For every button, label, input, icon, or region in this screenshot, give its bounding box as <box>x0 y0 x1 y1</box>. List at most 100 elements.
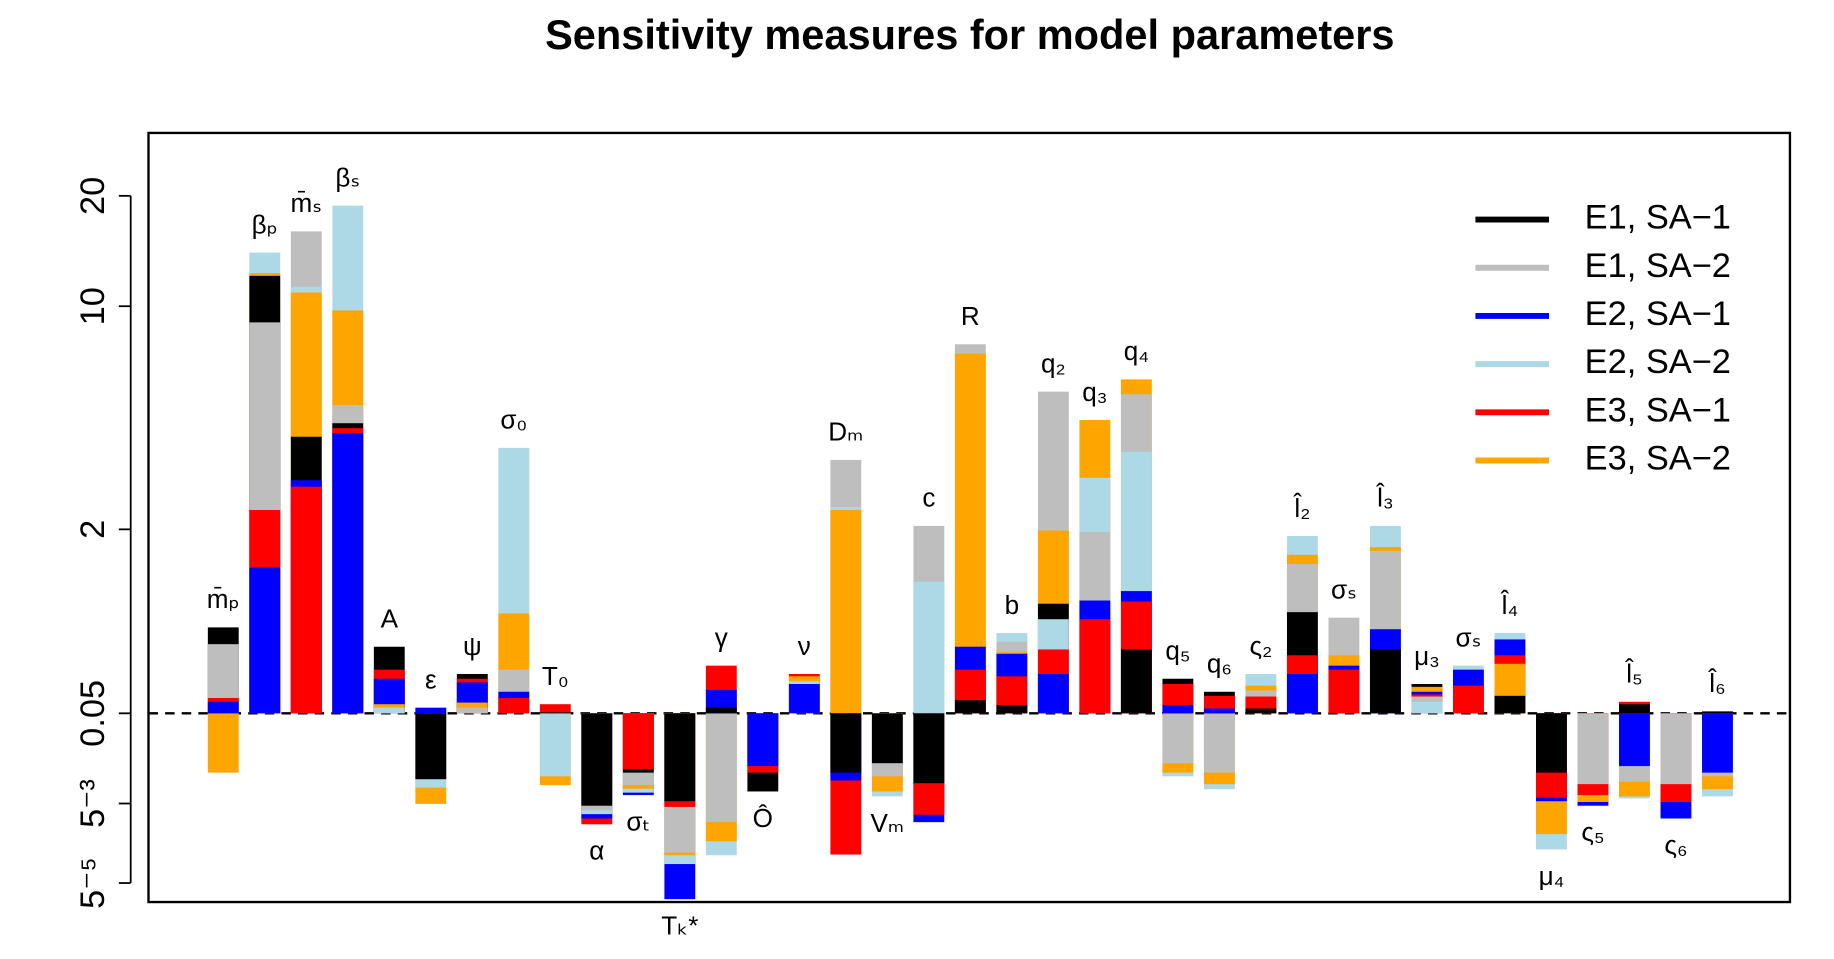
bar-segment <box>1203 713 1235 773</box>
category-label: R <box>961 301 980 331</box>
category-label: μ₃ <box>1414 641 1440 671</box>
bar-segment <box>498 697 530 714</box>
bar-segment <box>913 581 945 714</box>
bar-segment <box>1494 695 1526 714</box>
bar-segment <box>788 684 820 714</box>
bar-segment <box>1203 708 1235 714</box>
bar-segment <box>1162 705 1194 714</box>
bar-segment <box>747 713 779 767</box>
y-tick-label: 10 <box>74 287 112 325</box>
bar-segment <box>996 705 1028 714</box>
plot-frame <box>147 131 1792 904</box>
category-label: T₀ <box>542 661 569 691</box>
category-label: ε <box>425 664 437 694</box>
category-label: μ₄ <box>1539 861 1565 891</box>
bar-segment <box>1245 708 1277 714</box>
bar-segment <box>1162 713 1194 764</box>
category-label: ς₅ <box>1581 817 1604 847</box>
category-label: γ <box>715 622 728 652</box>
category-label: ν <box>798 631 811 661</box>
category-label: q₅ <box>1165 636 1190 666</box>
legend-label: E3, SA−2 <box>1585 440 1731 478</box>
category-label: σₛ <box>1331 574 1357 604</box>
category-label: Tₖ* <box>661 911 698 941</box>
y-tick-label: 0.05 <box>74 680 112 747</box>
bar-segment <box>1660 713 1692 785</box>
bar-segment <box>622 713 654 770</box>
legend-label: E2, SA−2 <box>1585 343 1731 381</box>
bar-segment <box>539 704 571 714</box>
category-label: b <box>1005 590 1020 620</box>
bar-segment <box>913 713 945 784</box>
category-label: Ô <box>753 803 773 833</box>
category-label: σₛ <box>1455 622 1481 652</box>
bar-segment <box>1619 704 1650 714</box>
chart-title: Sensitivity measures for model parameter… <box>545 11 1394 58</box>
category-label: q₂ <box>1041 348 1066 378</box>
category-label: A <box>381 604 399 634</box>
bar-segment <box>1037 673 1069 714</box>
y-tick-label: 20 <box>74 177 112 215</box>
bar-segment <box>1536 713 1567 773</box>
category-label: σ₀ <box>500 405 527 435</box>
category-label: l̂₅ <box>1624 659 1642 689</box>
category-label: ς₂ <box>1250 631 1273 661</box>
bar-segment <box>1619 713 1650 767</box>
bar-segment <box>830 509 862 714</box>
category-label: c <box>922 483 935 513</box>
bar-segment <box>539 712 571 714</box>
bar-segment <box>1411 701 1443 714</box>
bar-segment <box>1079 619 1111 714</box>
category-label: m̄ₛ <box>291 188 323 218</box>
bar-segment <box>332 433 364 714</box>
bar-segment <box>581 713 613 806</box>
y-tick-label: 5⁻⁵ <box>74 857 112 909</box>
category-label: q₆ <box>1207 649 1232 679</box>
bar-segment <box>705 707 737 714</box>
category-label: l̂₄ <box>1500 590 1518 620</box>
category-label: σₜ <box>626 806 650 836</box>
bar-segment <box>249 567 281 714</box>
category-label: l̂₃ <box>1375 483 1393 513</box>
category-label: q₄ <box>1124 336 1149 366</box>
legend-label: E1, SA−1 <box>1585 199 1731 237</box>
bar-segment <box>207 701 239 714</box>
bar-segment <box>705 713 737 823</box>
bar-segment <box>290 486 322 714</box>
category-label: ς₆ <box>1664 830 1687 860</box>
bar-segment <box>871 713 903 764</box>
category-label: βₚ <box>252 209 278 239</box>
bar-segment <box>415 707 447 714</box>
bar-segment <box>415 713 447 780</box>
category-label: l̂₂ <box>1292 493 1310 523</box>
category-label: q₃ <box>1082 377 1107 407</box>
bar-segment <box>1120 649 1152 714</box>
legend-label: E1, SA−2 <box>1585 247 1731 285</box>
bar-segment <box>1286 673 1318 714</box>
bar-segment <box>830 713 862 773</box>
bar-segment <box>373 707 405 714</box>
category-label: α <box>589 836 604 866</box>
y-tick-label: 2 <box>74 520 112 539</box>
bar-segment <box>1452 685 1484 714</box>
category-label: l̂₆ <box>1707 668 1725 698</box>
bar-segment <box>705 689 737 714</box>
category-label: ψ <box>463 631 482 661</box>
category-label: m̄ₚ <box>207 584 240 614</box>
bar-segment <box>1702 711 1733 714</box>
bar-segment <box>1369 649 1401 714</box>
category-label: βₛ <box>335 162 360 192</box>
bar-segment <box>1577 713 1609 785</box>
bar-segment <box>456 707 488 714</box>
bar-segment <box>664 713 696 802</box>
y-tick-label: 5⁻³ <box>74 779 112 828</box>
bar-segment <box>1328 669 1360 714</box>
bar-segment <box>1702 713 1733 773</box>
legend-label: E2, SA−1 <box>1585 295 1731 333</box>
bar-segment <box>207 713 239 773</box>
legend-label: E3, SA−1 <box>1585 391 1731 429</box>
category-label: Dₘ <box>828 417 863 447</box>
bar-segment <box>539 713 571 777</box>
category-label: Vₘ <box>871 808 905 838</box>
